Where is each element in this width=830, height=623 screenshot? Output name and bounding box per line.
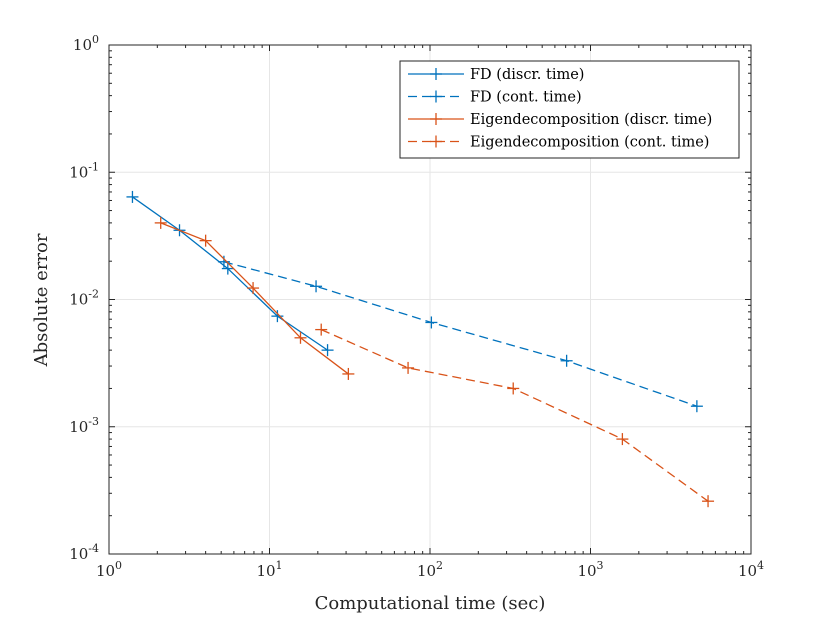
legend-item: Eigendecomposition (cont. time)	[408, 135, 709, 151]
data-point-marker	[315, 323, 328, 336]
y-axis-title: Absolute error	[31, 233, 52, 367]
x-tick-label: 100	[96, 559, 122, 580]
data-point-marker	[616, 433, 629, 446]
legend-label: Eigendecomposition (discr. time)	[470, 112, 712, 128]
legend-item: FD (discr. time)	[408, 67, 584, 83]
legend-label: FD (cont. time)	[470, 90, 582, 106]
x-tick-label: 103	[577, 559, 603, 580]
data-point-marker	[702, 495, 715, 508]
data-point-marker	[425, 316, 438, 329]
legend: FD (discr. time) FD (cont. time) Eigendeco…	[399, 60, 740, 159]
data-point-marker	[154, 216, 167, 229]
series-4	[315, 323, 715, 508]
x-tick-label: 104	[738, 559, 764, 580]
y-tick-labels: 100 10-1 10-2 10-3 10-4	[69, 33, 99, 563]
legend-marker	[430, 68, 442, 80]
y-tick-label: 10-3	[69, 415, 99, 436]
series-2	[217, 255, 703, 413]
data-point-marker	[690, 400, 703, 413]
legend-item: FD (cont. time)	[408, 90, 582, 106]
y-tick-label: 100	[73, 33, 99, 54]
legend-marker	[430, 90, 442, 103]
data-point-marker	[199, 234, 212, 247]
series-3	[154, 216, 355, 380]
y-tick-label: 10-1	[69, 160, 99, 181]
data-point-marker	[247, 282, 260, 295]
data-point-marker	[507, 382, 520, 395]
legend-label: FD (discr. time)	[470, 67, 584, 83]
data-point-marker	[321, 344, 334, 357]
y-tick-label: 10-2	[69, 288, 99, 309]
data-point-marker	[271, 310, 284, 323]
legend-marker	[430, 135, 442, 148]
legend-marker	[430, 113, 442, 125]
data-point-marker	[221, 262, 234, 275]
x-tick-labels: 100 101 102 103 104	[96, 559, 764, 580]
data-point-marker	[294, 331, 307, 344]
axis-ticks	[108, 44, 752, 555]
data-point-marker	[342, 367, 355, 380]
x-tick-label: 101	[256, 559, 282, 580]
data-point-marker	[310, 280, 323, 293]
series-layer	[126, 190, 715, 508]
x-tick-label: 102	[417, 559, 443, 580]
data-point-marker	[402, 361, 415, 374]
legend-item: Eigendecomposition (discr. time)	[408, 112, 712, 128]
data-point-marker	[126, 190, 139, 203]
x-axis-title: Computational time (sec)	[315, 593, 546, 614]
data-point-marker	[217, 255, 230, 268]
legend-label: Eigendecomposition (cont. time)	[470, 135, 709, 151]
data-point-marker	[560, 354, 573, 367]
y-tick-label: 10-4	[69, 542, 99, 563]
legend-box	[399, 60, 740, 159]
